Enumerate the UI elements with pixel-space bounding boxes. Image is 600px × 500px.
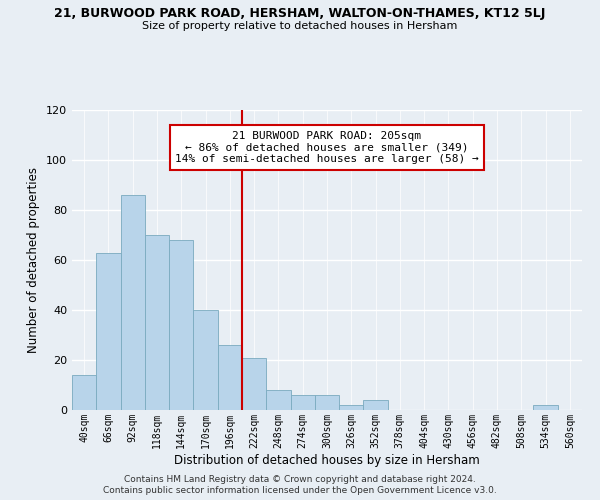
Bar (533, 405, 558, 410)
Bar (121, 195, 145, 410)
X-axis label: Distribution of detached houses by size in Hersham: Distribution of detached houses by size … (174, 454, 480, 466)
Bar (290, 395, 315, 410)
Bar (266, 390, 290, 410)
Bar (339, 405, 364, 410)
Text: Contains HM Land Registry data © Crown copyright and database right 2024.: Contains HM Land Registry data © Crown c… (124, 475, 476, 484)
Bar (242, 358, 266, 410)
Bar (315, 395, 339, 410)
Bar (145, 235, 169, 410)
Bar (96, 252, 121, 410)
Bar (72, 375, 96, 410)
Text: 21 BURWOOD PARK ROAD: 205sqm
← 86% of detached houses are smaller (349)
14% of s: 21 BURWOOD PARK ROAD: 205sqm ← 86% of de… (175, 131, 479, 164)
Y-axis label: Number of detached properties: Number of detached properties (28, 167, 40, 353)
Text: 21, BURWOOD PARK ROAD, HERSHAM, WALTON-ON-THAMES, KT12 5LJ: 21, BURWOOD PARK ROAD, HERSHAM, WALTON-O… (55, 8, 545, 20)
Bar (364, 400, 388, 410)
Bar (169, 240, 193, 410)
Bar (218, 345, 242, 410)
Text: Contains public sector information licensed under the Open Government Licence v3: Contains public sector information licen… (103, 486, 497, 495)
Bar (193, 310, 218, 410)
Text: Size of property relative to detached houses in Hersham: Size of property relative to detached ho… (142, 21, 458, 31)
